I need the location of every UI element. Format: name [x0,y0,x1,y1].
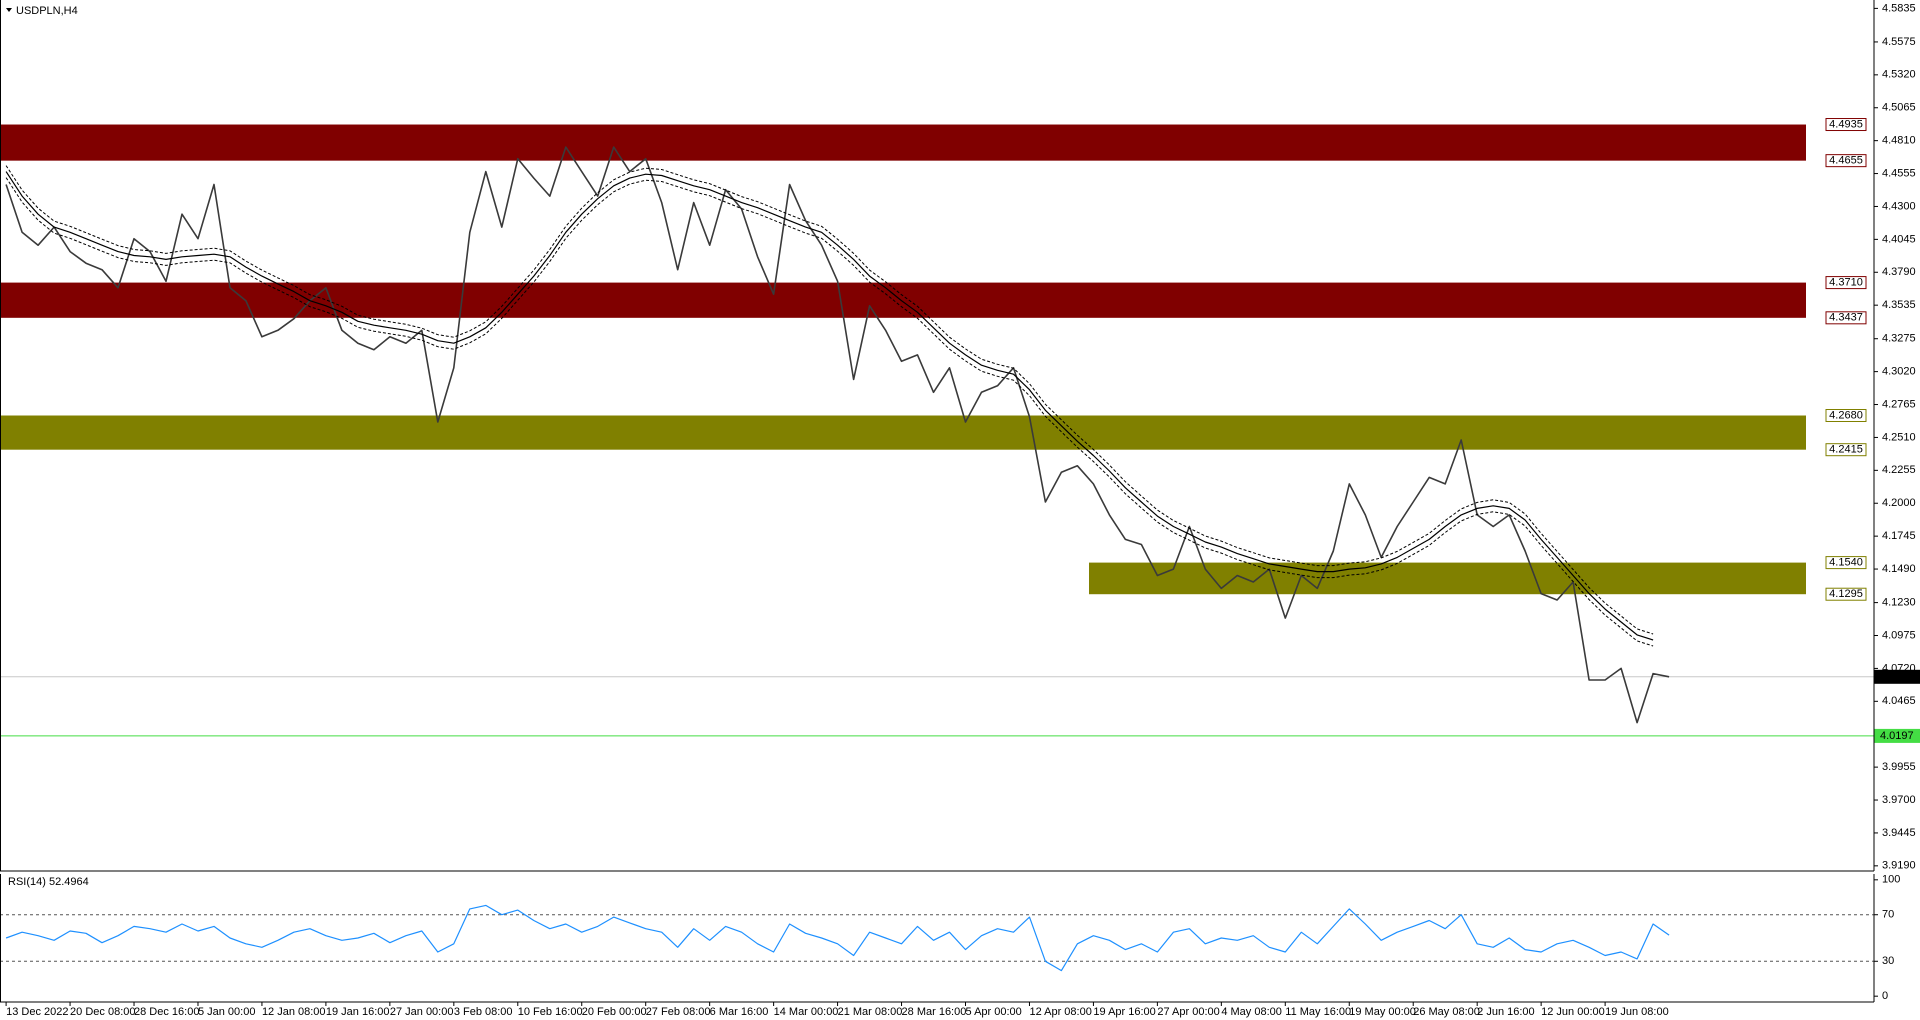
x-tick-label: 5 Apr 00:00 [966,1006,1022,1018]
y-tick-label: 4.3275 [1882,333,1916,345]
zone [0,124,1806,161]
zone-price-box [1825,118,1867,132]
y-tick-label: 4.0465 [1882,695,1916,707]
y-tick-label: 4.2765 [1882,398,1916,410]
y-tick-label: 0 [1882,990,1888,1002]
y-tick-label: 4.3790 [1882,266,1916,278]
current-price-label: 4.0655 [1880,671,1914,683]
y-tick-label: 4.3535 [1882,299,1916,311]
y-tick-label: 4.2510 [1882,431,1916,443]
price-line [5,146,1670,724]
x-tick-label: 12 Apr 08:00 [1029,1006,1091,1018]
y-tick-label: 4.1490 [1882,563,1916,575]
zone [0,415,1806,450]
zone-price-label: 4.1540 [1829,557,1863,569]
zone-price-label: 4.2680 [1829,409,1863,421]
x-tick-label: 11 May 16:00 [1285,1006,1351,1018]
y-tick-label: 3.9700 [1882,794,1916,806]
zone-price-label: 4.4935 [1829,118,1863,130]
zone-price-box [1825,311,1867,325]
x-tick-label: 6 Mar 16:00 [710,1006,769,1018]
x-tick-label: 2 Jun 16:00 [1477,1006,1535,1018]
zone-price-box [1825,154,1867,168]
x-tick-label: 4 May 08:00 [1221,1006,1282,1018]
x-tick-label: 12 Jan 08:00 [262,1006,326,1018]
x-tick-label: 26 May 08:00 [1413,1006,1480,1018]
x-tick-label: 5 Jan 00:00 [198,1006,256,1018]
rsi-line [5,904,1670,972]
menu-triangle [6,8,12,12]
y-tick-label: 4.5320 [1882,69,1916,81]
y-tick-label: 4.2000 [1882,497,1916,509]
x-tick-label: 20 Feb 00:00 [582,1006,647,1018]
x-tick-label: 27 Feb 08:00 [646,1006,711,1018]
rsi-title: RSI(14) 52.4964 [8,876,89,888]
zone-price-box [1825,443,1867,457]
x-tick-label: 21 Mar 08:00 [838,1006,903,1018]
y-tick-label: 4.4810 [1882,135,1916,147]
y-tick-label: 30 [1882,955,1894,967]
current-price-box [1874,669,1920,684]
zone-price-box [1825,276,1867,290]
x-tick-label: 13 Dec 2022 [6,1006,68,1018]
x-tick-label: 19 Apr 16:00 [1093,1006,1155,1018]
zone-price-box [1825,556,1867,570]
zone [0,282,1806,318]
y-tick-label: 4.4045 [1882,233,1916,245]
zone-price-label: 4.3710 [1829,276,1863,288]
chart-title: USDPLN,H4 [16,5,78,17]
x-tick-label: 27 Jan 00:00 [390,1006,454,1018]
y-tick-label: 4.4300 [1882,200,1916,212]
zone [1089,562,1806,595]
y-tick-label: 4.1230 [1882,597,1916,609]
x-tick-label: 19 Jun 08:00 [1605,1006,1669,1018]
ma-envelope [5,165,1654,635]
x-tick-label: 28 Dec 16:00 [134,1006,199,1018]
zone-price-box [1825,587,1867,601]
x-tick-label: 28 Mar 16:00 [902,1006,967,1018]
x-tick-label: 12 Jun 00:00 [1541,1006,1605,1018]
x-tick-label: 20 Dec 08:00 [70,1006,135,1018]
support-box [1874,728,1920,743]
x-tick-label: 3 Feb 08:00 [454,1006,513,1018]
y-tick-label: 3.9190 [1882,860,1916,872]
zone-price-label: 4.4655 [1829,155,1863,167]
y-tick-label: 4.5575 [1882,36,1916,48]
y-tick-label: 4.3020 [1882,366,1916,378]
y-tick-label: 70 [1882,909,1894,921]
zone-price-label: 4.1295 [1829,588,1863,600]
y-tick-label: 4.2255 [1882,464,1916,476]
y-tick-label: 4.1745 [1882,530,1916,542]
y-tick-label: 4.4555 [1882,167,1916,179]
support-label: 4.0197 [1880,730,1914,742]
x-tick-label: 14 Mar 00:00 [774,1006,839,1018]
moving-average [5,171,1654,641]
x-tick-label: 10 Feb 16:00 [518,1006,583,1018]
y-tick-label: 3.9445 [1882,827,1916,839]
zone-price-box [1825,408,1867,422]
x-tick-label: 27 Apr 00:00 [1157,1006,1219,1018]
x-tick-label: 19 May 00:00 [1349,1006,1416,1018]
y-tick-label: 4.0975 [1882,629,1916,641]
y-tick-label: 4.5835 [1882,2,1916,14]
zone-price-label: 4.2415 [1829,444,1863,456]
zone-price-label: 4.3437 [1829,312,1863,324]
y-tick-label: 100 [1882,874,1900,886]
ma-envelope [5,177,1654,647]
y-tick-label: 4.5065 [1882,102,1916,114]
y-tick-label: 3.9955 [1882,761,1916,773]
x-tick-label: 19 Jan 16:00 [326,1006,390,1018]
